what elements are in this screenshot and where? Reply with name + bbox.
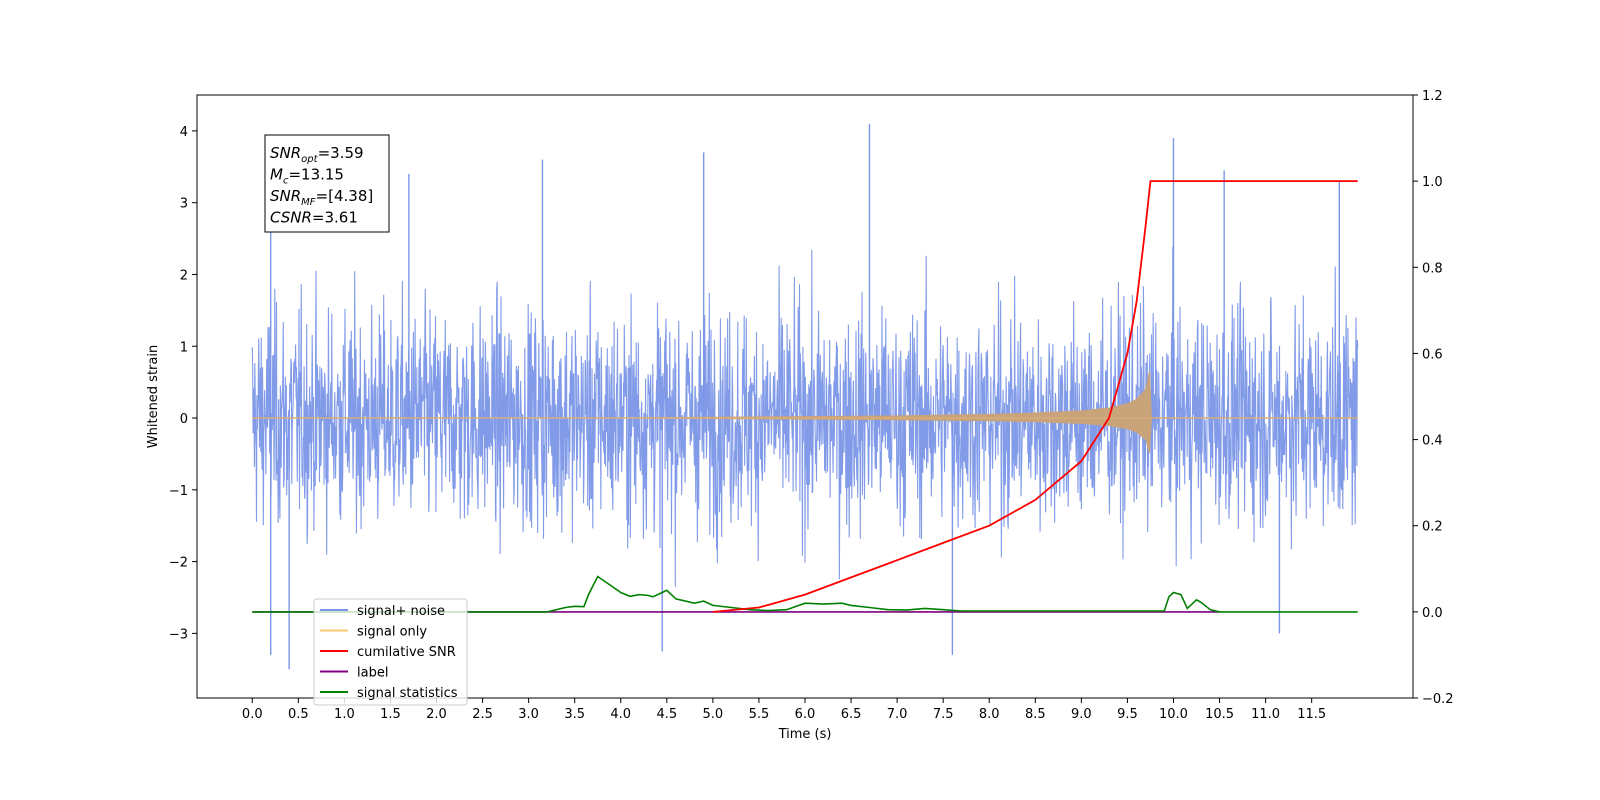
x-axis-label: Time (s) [778, 727, 832, 742]
annotation-line: CSNR=3.61 [270, 209, 358, 227]
annotation-box [264, 134, 390, 233]
x-tick-label: 6.0 [795, 707, 816, 722]
x-tick-label: 7.5 [933, 707, 954, 722]
x-tick-label: 9.0 [1071, 707, 1092, 722]
legend-label: signal statistics [357, 686, 458, 701]
x-tick-label: 5.5 [749, 707, 770, 722]
x-tick-label: 3.5 [564, 707, 585, 722]
x-tick-label: 10.0 [1159, 707, 1188, 722]
y-tick-label: −1 [169, 484, 188, 499]
y-tick-label: 3 [180, 197, 188, 212]
x-tick-label: 9.5 [1117, 707, 1138, 722]
legend-shadow-text: label [357, 666, 388, 681]
series-cumulative-snr-line [712, 180, 1358, 613]
x-tick-label: 6.5 [841, 707, 862, 722]
x-tick-label: 4.5 [656, 707, 677, 722]
legend-label: label [357, 666, 388, 681]
y-tick-label: −2 [169, 556, 188, 571]
y2-tick-label: 0.4 [1422, 434, 1443, 449]
ticks-layer: 0.0 0.5 1.0 1.5 2.0 2.5 3.0 3.5 4.0 4.5 5.0 5.5 6.0 6… [169, 89, 1454, 722]
legend-box [313, 598, 468, 706]
x-tick-label: 1.0 [334, 707, 355, 722]
legend-label: signal+ noise [357, 604, 445, 619]
annotation-line: Mc=13.15 [270, 166, 344, 187]
legend-shadow-text: signal only [357, 625, 427, 640]
y2-tick-label: 1.0 [1422, 175, 1443, 190]
y-tick-label: 2 [180, 268, 188, 283]
y2-tick-label: −0.2 [1422, 692, 1454, 707]
x-tick-label: 2.5 [472, 707, 493, 722]
annotation-line: SNRMF=[4.38] [270, 187, 373, 208]
y2-tick-label: 0.8 [1422, 261, 1443, 276]
x-tick-label: 1.5 [380, 707, 401, 722]
x-tick-label: 4.0 [610, 707, 631, 722]
y-axis-label: Whitened strain [146, 345, 161, 448]
x-tick-label: 2.0 [426, 707, 447, 722]
x-tick-label: 11.5 [1297, 707, 1326, 722]
x-tick-label: 8.5 [1025, 707, 1046, 722]
legend-label: cumilative SNR [357, 645, 456, 660]
x-tick-label: 10.5 [1205, 707, 1234, 722]
y2-tick-label: 0.2 [1422, 520, 1443, 535]
x-tick-label: 0.0 [242, 707, 263, 722]
y-tick-label: 1 [180, 340, 188, 355]
plot-layer [251, 123, 1359, 670]
y-tick-label: −3 [169, 627, 188, 642]
x-tick-label: 11.0 [1251, 707, 1280, 722]
x-tick-label: 5.0 [703, 707, 724, 722]
y2-tick-label: 0.6 [1422, 347, 1443, 362]
annotation-line: SNRopt=3.59 [270, 144, 364, 165]
y2-tick-label: 0.0 [1422, 606, 1443, 621]
x-tick-label: 7.0 [887, 707, 908, 722]
x-tick-label: 8.0 [979, 707, 1000, 722]
series-signal-only-envelope [252, 371, 1358, 454]
series-signal-statistics-line [252, 575, 1358, 613]
x-tick-label: 0.5 [288, 707, 309, 722]
x-tick-label: 3.0 [518, 707, 539, 722]
y-tick-label: 0 [180, 412, 188, 427]
legend-label: signal only [357, 625, 427, 640]
y2-tick-label: 1.2 [1422, 89, 1443, 104]
y-tick-label: 4 [180, 125, 188, 140]
